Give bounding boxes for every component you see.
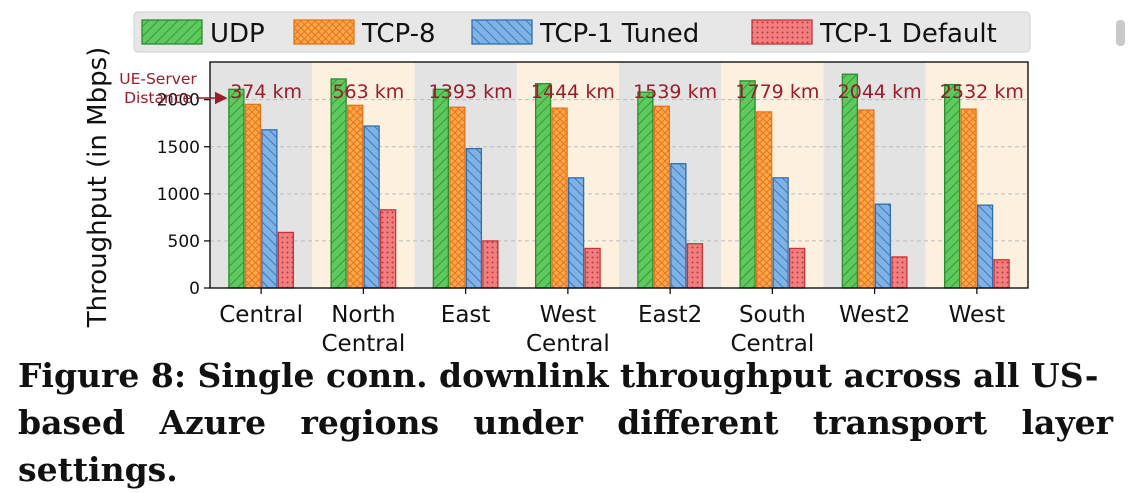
caption-line-2: based Azure regions under different tran…	[18, 403, 1113, 489]
legend-label: UDP	[210, 19, 265, 49]
bar-hatch	[346, 104, 364, 289]
distance-label: 2532 km	[940, 81, 1024, 103]
legend-swatch-hatch	[751, 19, 813, 45]
bars	[228, 73, 1010, 289]
y-axis-label: Throughput (in Mbps)	[83, 47, 113, 329]
legend-label: TCP-1 Tuned	[539, 19, 699, 49]
x-tick-label: East2	[638, 302, 702, 328]
legend-swatch-hatch	[293, 19, 355, 45]
plot-frame	[209, 61, 1029, 289]
bar-hatch	[960, 108, 977, 289]
distance-label: 1539 km	[633, 81, 717, 103]
y-tick-label: 1500	[157, 138, 200, 158]
bar-hatch	[637, 91, 654, 289]
bar-hatch	[874, 203, 892, 289]
bar-hatch	[363, 125, 380, 289]
bar-hatch	[670, 163, 687, 289]
distance-label: 1393 km	[429, 81, 513, 103]
bar-hatch	[482, 240, 499, 289]
bar-hatch	[686, 243, 704, 289]
caption-line-1: Figure 8: Single conn. downlink throughp…	[18, 356, 1099, 395]
figure-caption: Figure 8: Single conn. downlink throughp…	[18, 352, 1113, 493]
axes: 0 500 1000 1500 2000 Central North Central East W…	[83, 47, 1029, 357]
annotation-label: Distance	[124, 89, 192, 107]
distance-label: 2044 km	[838, 81, 922, 103]
distance-label: 1444 km	[531, 81, 615, 103]
x-tick-label: East	[441, 302, 491, 328]
distance-label: 374 km	[230, 81, 302, 103]
x-tick-label: West2	[839, 302, 910, 328]
bar-hatch	[772, 177, 789, 289]
bar-hatch	[567, 177, 585, 289]
bar-hatch	[841, 73, 859, 289]
y-tick-label: 1000	[157, 185, 200, 205]
bar-hatch	[858, 109, 875, 289]
bar-hatch	[976, 204, 994, 289]
x-tick-label: West	[540, 302, 597, 328]
y-tick-label: 2000	[157, 91, 200, 111]
bar-hatch	[584, 247, 601, 289]
labels: 374 km 563 km 1393 km 1444 km 1539 km 1779 km…	[119, 70, 1024, 107]
distance-label: 563 km	[332, 81, 404, 103]
y-tick-label: 500	[168, 232, 200, 252]
scrollbar-thumb[interactable]	[1116, 20, 1125, 46]
bar-hatch	[788, 247, 806, 289]
x-tick-label: Central	[526, 331, 610, 357]
throughput-chart: 0 500 1000 1500 2000 Central North Central East W…	[83, 11, 1031, 357]
bar-hatch	[755, 111, 773, 289]
bar-hatch	[379, 209, 397, 289]
bar-hatch	[465, 147, 483, 289]
bar-hatch	[449, 106, 466, 289]
x-tick-label: Central	[219, 302, 303, 328]
bar-hatch	[943, 83, 961, 289]
region-band	[619, 62, 722, 288]
legend-swatch-hatch	[471, 19, 533, 45]
bar-hatch	[244, 103, 262, 289]
bar-hatch	[261, 129, 278, 289]
bar-hatch	[653, 105, 671, 289]
bar-hatch	[277, 231, 295, 289]
bar-hatch	[551, 107, 568, 289]
y-tick-label: 0	[189, 279, 200, 299]
x-tick-label: North	[331, 302, 395, 328]
legend-label: TCP-8	[361, 19, 436, 49]
bar-hatch	[739, 80, 756, 289]
distance-label: 1779 km	[735, 81, 819, 103]
bar-hatch	[330, 78, 347, 289]
x-tick-label: South	[739, 302, 806, 328]
legend-label: TCP-1 Default	[819, 19, 997, 49]
annotation-label: UE-Server	[119, 70, 197, 88]
legend: UDP TCP-8 TCP-1 Tuned TCP-1 Default	[133, 11, 1031, 53]
bar-hatch	[993, 259, 1010, 289]
bar-hatch	[432, 88, 450, 289]
bar-hatch	[534, 83, 552, 289]
x-tick-label: Central	[731, 331, 815, 357]
x-tick-label: West	[949, 302, 1006, 328]
bar-hatch	[228, 88, 245, 289]
bar-hatch	[891, 256, 908, 289]
legend-swatch-hatch	[141, 19, 203, 45]
x-tick-label: Central	[322, 331, 406, 357]
